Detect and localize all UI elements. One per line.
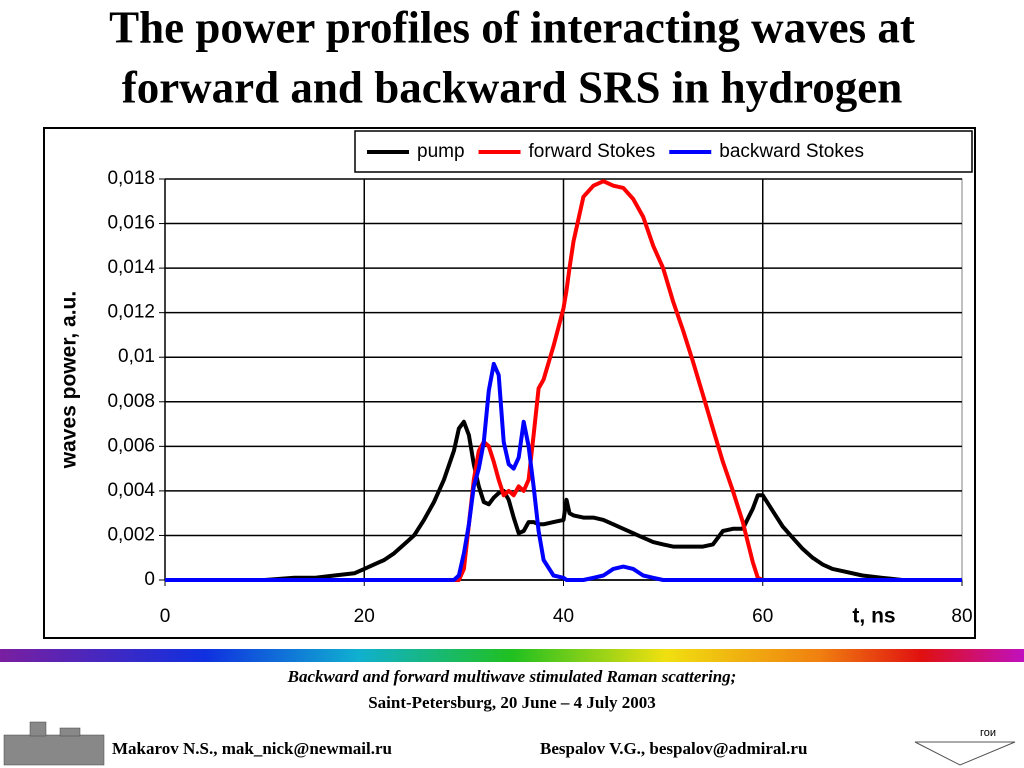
logo-text: гои [980,727,996,739]
y-tick-label: 0,004 [107,480,155,501]
legend-label: backward Stokes [719,141,864,162]
building-logo [3,721,105,766]
y-tick-label: 0,012 [107,302,155,323]
legend-label: forward Stokes [529,141,656,162]
legend-box [354,130,973,173]
y-axis-label: waves power, a.u. [58,291,81,469]
y-tick-label: 0,01 [118,346,155,367]
x-axis-label: t, ns [852,605,895,628]
y-tick-label: 0 [144,569,155,590]
goi-logo [914,741,1016,766]
x-tick-label: 40 [553,606,574,627]
legend-label: pump [417,141,465,162]
y-tick-label: 0,006 [107,435,155,456]
y-tick-label: 0,016 [107,213,155,234]
y-tick-label: 0,002 [107,524,155,545]
x-tick-label: 60 [752,606,773,627]
series-line [165,361,962,582]
y-tick-label: 0,008 [107,391,155,412]
x-tick-label: 0 [160,606,171,627]
title-line: forward and backward SRS in hydrogen [122,62,903,112]
conference: Saint-Petersburg, 20 June – 4 July 2003 [368,693,656,712]
y-tick-label: 0,014 [107,257,155,278]
title-line: The power profiles of interacting waves … [109,2,915,52]
author: Bespalov V.G., bespalov@admiral.ru [540,739,807,758]
y-tick-label: 0,018 [107,168,155,189]
x-tick-label: 20 [354,606,375,627]
series-line [165,419,962,582]
rainbow-bar [0,649,1024,662]
legend: pump forward Stokes backward Stokes [354,130,973,173]
author: Makarov N.S., mak_nick@newmail.ru [112,739,392,758]
x-tick-label: 80 [951,606,972,627]
conference: Backward and forward multiwave stimulate… [287,667,737,686]
